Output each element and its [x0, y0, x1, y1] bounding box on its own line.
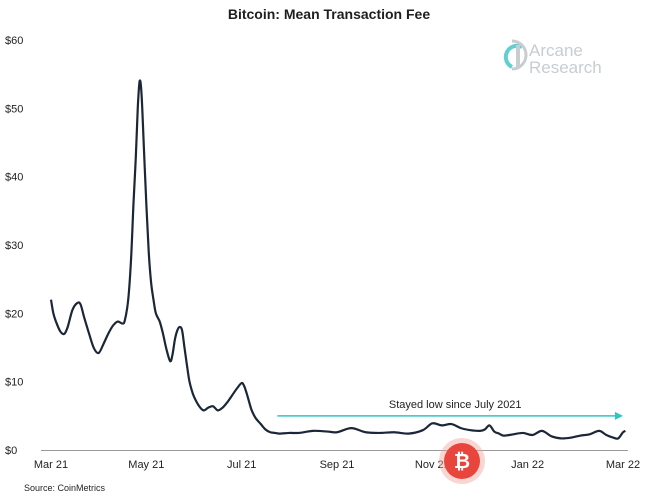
- bitcoin-watermark-icon: ₿: [439, 438, 485, 484]
- y-tick-label: $40: [5, 172, 23, 184]
- x-tick-label: Jul 21: [227, 459, 256, 471]
- arcane-logo-icon: [503, 39, 528, 71]
- annotation-arrowhead: [615, 411, 623, 420]
- fee-series-line: [49, 79, 626, 440]
- y-tick-label: $10: [5, 377, 23, 389]
- y-tick-label: $50: [5, 103, 23, 115]
- series-group: [49, 79, 626, 440]
- y-axis: $0 $10 $20 $30 $40 $50 $60: [5, 35, 23, 457]
- annotation: Stayed low since July 2021: [277, 399, 623, 420]
- x-axis: Mar 21 May 21 Jul 21 Sep 21 Nov 21 Jan 22 Mar …: [34, 459, 640, 471]
- chart-title: Bitcoin: Mean Transaction Fee: [228, 6, 430, 22]
- annotation-text: Stayed low since July 2021: [389, 399, 522, 411]
- logo-line-1: Arcane: [529, 41, 583, 60]
- bitcoin-glyph: ₿: [454, 449, 470, 473]
- x-tick-label: Sep 21: [320, 459, 355, 471]
- source-note: Source: CoinMetrics: [24, 483, 106, 493]
- x-tick-label: Mar 22: [606, 459, 640, 471]
- x-tick-label: May 21: [128, 459, 164, 471]
- logo-line-2: Research: [529, 58, 602, 77]
- x-tick-label: Nov 21: [415, 459, 450, 471]
- x-tick-label: Jan 22: [511, 459, 544, 471]
- y-tick-label: $0: [5, 445, 17, 457]
- y-tick-label: $20: [5, 308, 23, 320]
- x-tick-label: Mar 21: [34, 459, 68, 471]
- y-tick-label: $30: [5, 240, 23, 252]
- arcane-research-logo: Arcane Research: [503, 39, 602, 77]
- y-tick-label: $60: [5, 35, 23, 47]
